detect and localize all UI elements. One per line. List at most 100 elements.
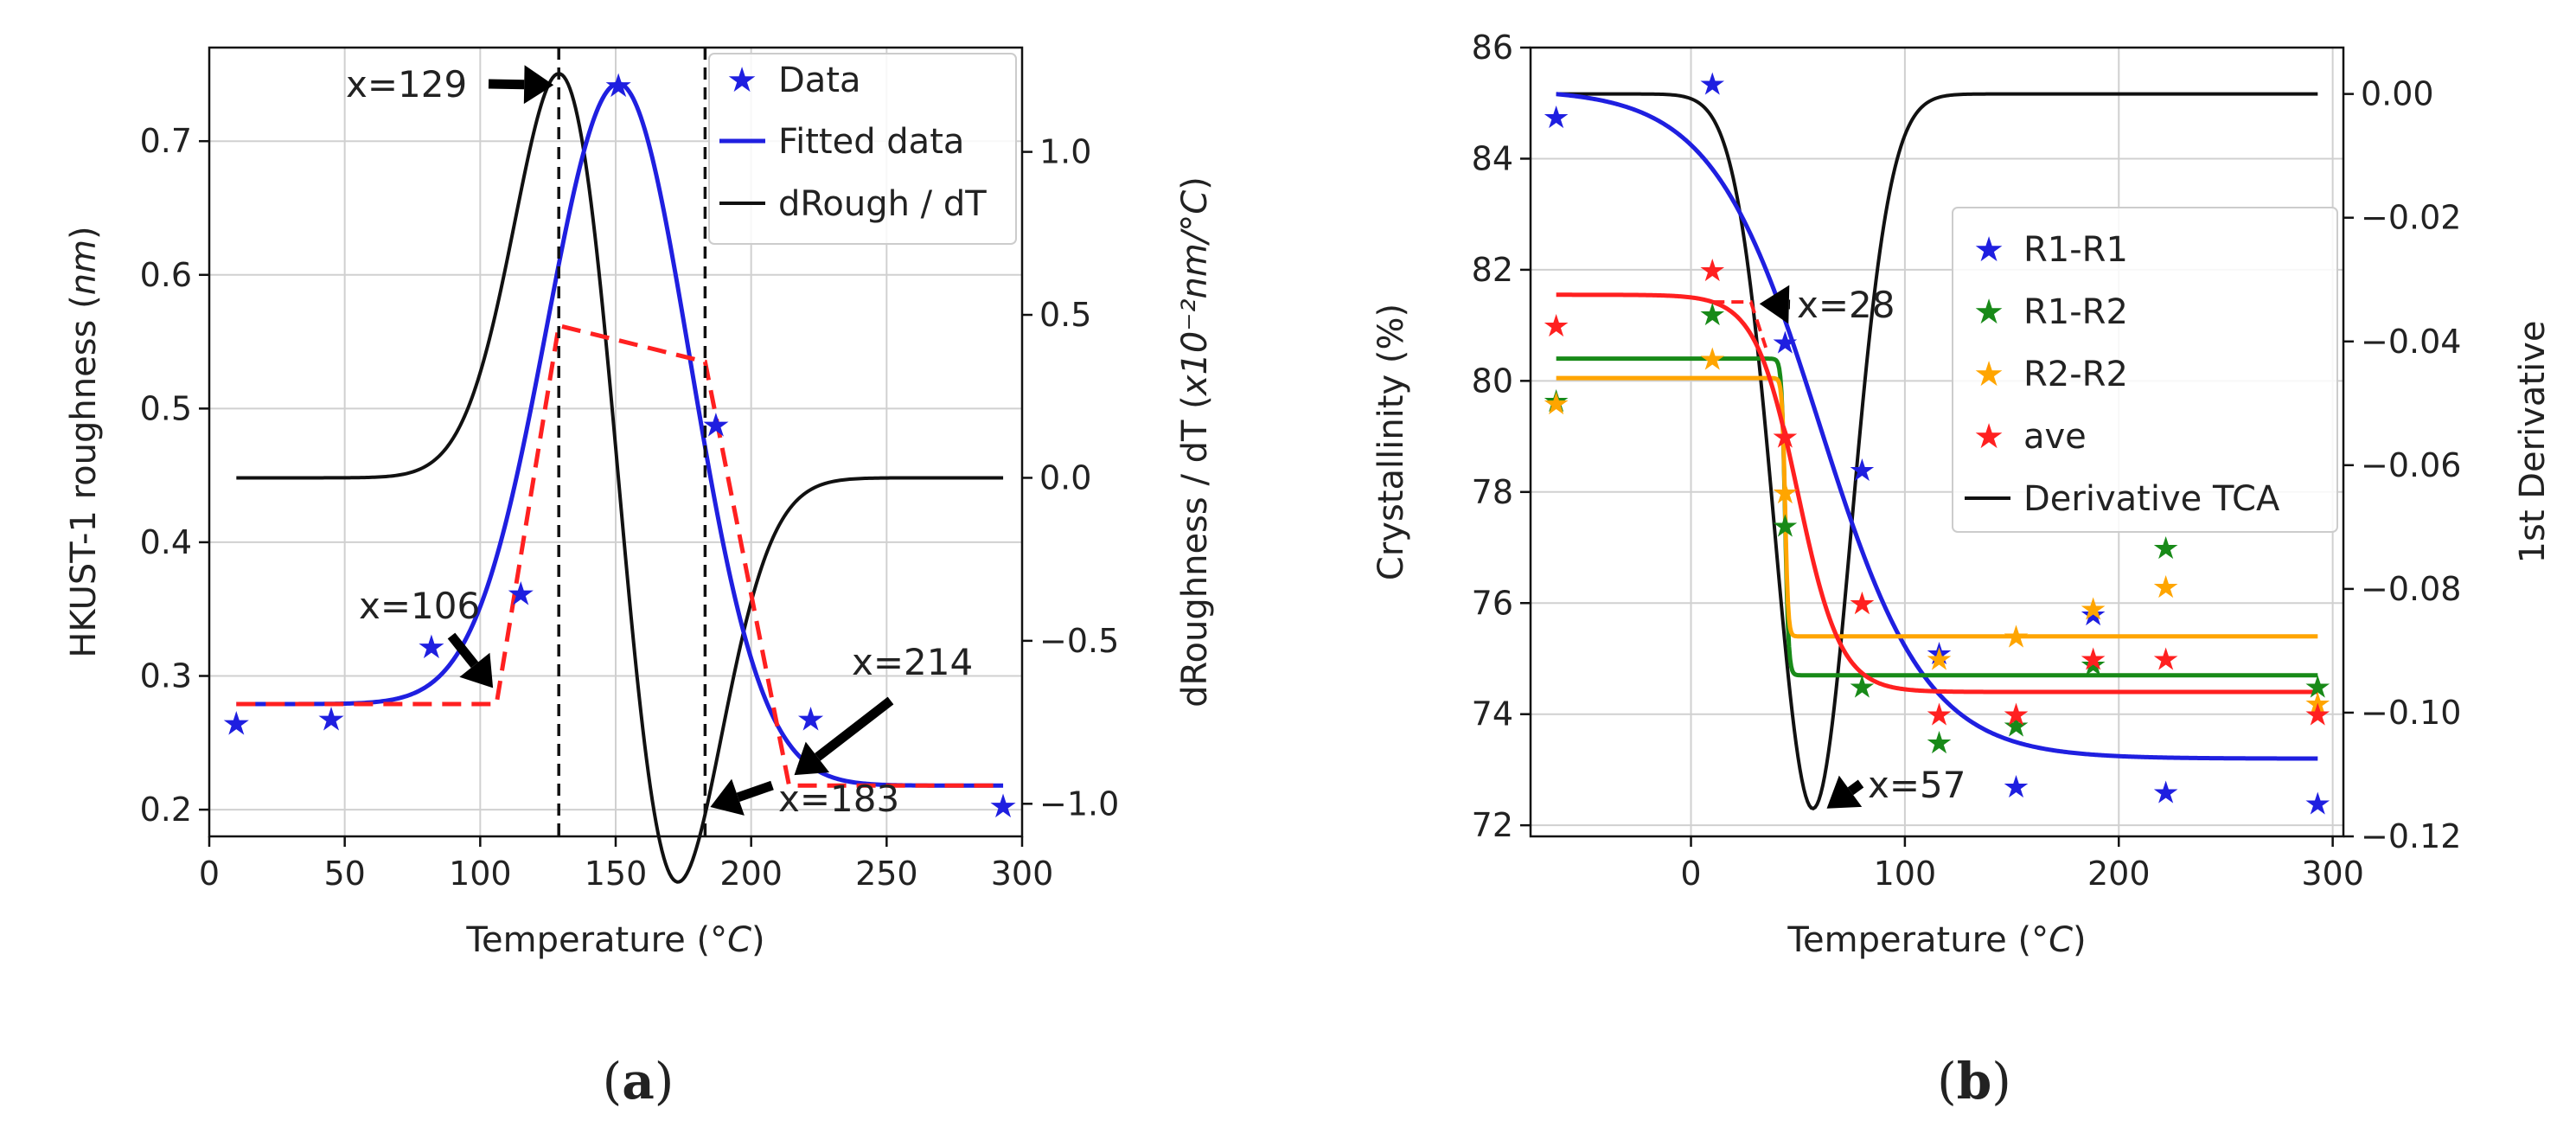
chart-b-y2-label: 1st Derivative [2513, 321, 2553, 564]
a-arrow-183 [710, 778, 774, 816]
b-point-r1-r1-3: ★ [1848, 453, 1876, 489]
a-annotation-183: x=183 [778, 778, 899, 820]
b-y-tick-label-3: 78 [1472, 473, 1513, 511]
chart-a-y2-label-text: dRoughness / dT [1175, 419, 1215, 708]
chart-b-legend-marker-r1r1: ★ [1973, 230, 2004, 270]
chart-b-points: ★★★★★★★★ ★★★★★★ ★★★★★★★★★★★★★★★★★★ ★★ ★★ [1543, 67, 2332, 823]
chart-a-y2-label: dRoughness / dT (x10⁻²nm/°C) [1175, 176, 1215, 708]
b-point-ave-1: ★ [1698, 253, 1726, 289]
b-x-tick-label-0: 0 [1680, 855, 1701, 893]
a-series-piecewise [236, 323, 1004, 788]
chart-b-legend-derivative: Derivative TCA [2023, 479, 2280, 519]
b-y-tick-label-2: 76 [1472, 584, 1513, 622]
chart-b-frame [1529, 46, 2345, 838]
b-point-ave-6: ★ [2079, 642, 2106, 677]
a-arrow-129-head [523, 65, 554, 105]
b-point-r1-r1-6: ★ [2079, 598, 2106, 633]
b-x-tick-label-3: 300 [2301, 855, 2364, 893]
b-point-r1-r2-3: ★ [1848, 670, 1876, 706]
chart-a-x-ticks: 0 50 100 150 200 250 300 [199, 836, 1053, 893]
a-data-point-3: ★ [506, 574, 535, 612]
b-arrow-57-shaft [1847, 779, 1864, 796]
a-arrow-106 [447, 632, 494, 688]
chart-a-legend-drough: dRough / dT [778, 184, 987, 224]
b-y-tick-label-7: 86 [1472, 29, 1513, 67]
chart-b-annotations: x=28 x=57 [1759, 284, 1966, 809]
b-point-r1-r1-0: ★ [1543, 100, 1570, 136]
a-y2-tick-label-1: −0.5 [1039, 622, 1119, 660]
chart-a-annotations: x=129 x=106 x=183 x=214 [346, 63, 973, 820]
a-annotation-129: x=129 [346, 63, 467, 106]
chart-b-legend-ave: ave [2023, 417, 2087, 457]
chart-a-legend-fitted: Fitted data [778, 122, 964, 162]
b-arrow-57-head [1826, 775, 1863, 809]
a-y-tick-label-3: 0.5 [140, 389, 192, 427]
chart-a-x-label: Temperature (°C) [465, 920, 764, 960]
chart-b-x-label-text: Temperature [1787, 920, 2006, 960]
b-y2-tick-label-2: −0.04 [2361, 323, 2461, 361]
chart-b-panel-letter: b [1957, 1052, 1992, 1111]
b-point-r2-r2-8: ★ [2304, 687, 2331, 722]
b-point-ave-5: ★ [2002, 698, 2029, 733]
b-point-ave-3: ★ [1848, 586, 1876, 622]
chart-b: ★★★★★★★★ ★★★★★★ ★★★★★★★★★★★★★★★★★★ ★★ ★★ 0 10… [1371, 29, 2553, 1111]
b-point-ave-7: ★ [2152, 642, 2180, 677]
chart-b-y-label: Crystallinity (%) [1371, 304, 1411, 580]
b-point-ave-2: ★ [1771, 420, 1799, 456]
b-ave-dashed-marker [1712, 300, 1768, 349]
a-arrow-129-shaft [488, 79, 525, 90]
b-fit-ave [1556, 292, 2318, 695]
b-point-r1-r2-7: ★ [2152, 531, 2180, 567]
a-arrow-214-shaft [815, 696, 894, 761]
chart-a-y2-ticks: −1.0 −0.5 0.0 0.5 1.0 [1022, 133, 1119, 823]
b-point-r1-r1-1: ★ [1698, 67, 1726, 103]
chart-b-x-label: Temperature (°C) [1787, 920, 2086, 960]
chart-b-y2-ticks: 0.00 −0.02 −0.04 −0.06 −0.08 −0.10 −0.12 [2343, 75, 2461, 855]
chart-a-legend-box [708, 53, 1017, 245]
chart-a-x-unit-o: ° [710, 920, 727, 960]
b-point-r1-r2-1: ★ [1698, 298, 1726, 333]
chart-b-y-ticks: 72 74 76 78 80 82 84 86 [1472, 29, 1531, 844]
b-point-r2-r2-1: ★ [1698, 343, 1726, 378]
b-point-r2-r2-6: ★ [2079, 592, 2106, 628]
b-annotation-57: x=57 [1868, 764, 1966, 806]
a-arrow-106-head [459, 652, 494, 688]
a-data-point-0: ★ [221, 704, 251, 742]
a-y2-tick-label-4: 1.0 [1039, 133, 1091, 171]
a-annotation-214: x=214 [852, 641, 973, 683]
chart-b-legend-r1r1: R1-R1 [2023, 230, 2128, 270]
b-y-tick-label-5: 82 [1472, 251, 1513, 289]
b-y2-tick-label-1: −0.02 [2361, 199, 2461, 237]
b-point-r1-r2-6: ★ [2079, 648, 2106, 683]
a-y2-tick-label-2: 0.0 [1039, 458, 1091, 496]
chart-a-points: ★ ★ ★ ★ ★ ★ ★ ★ [221, 67, 1018, 825]
b-point-r1-r2-5: ★ [2002, 709, 2029, 745]
b-point-r1-r1-4: ★ [1925, 637, 1953, 672]
chart-a-y2-unit: x10⁻²nm/°C [1175, 190, 1215, 398]
chart-a-legend-marker-data: ★ [726, 61, 757, 100]
a-x-tick-label-0: 0 [199, 855, 220, 893]
b-y-tick-label-6: 84 [1472, 139, 1513, 177]
chart-a-legend: ★ Data Fitted data dRough / dT [708, 53, 1017, 245]
b-y2-tick-label-6: −0.12 [2361, 817, 2461, 855]
b-point-r1-r1-2: ★ [1771, 325, 1799, 361]
a-arrow-183-head [710, 778, 745, 816]
chart-a-y-label: HKUST-1 roughness (nm) [64, 226, 104, 657]
chart-b-legend-box [1952, 207, 2338, 533]
b-y2-tick-label-4: −0.08 [2361, 570, 2461, 608]
chart-a-panel-label: (a) [603, 1052, 674, 1111]
b-point-ave-8: ★ [2304, 698, 2331, 733]
a-data-point-6: ★ [796, 701, 826, 739]
b-point-r1-r1-7: ★ [2152, 776, 2180, 811]
a-x-tick-label-3: 150 [585, 855, 648, 893]
b-y2-tick-label-3: −0.06 [2361, 446, 2461, 484]
b-arrow-28-head [1759, 285, 1790, 324]
chart-b-legend-marker-ave: ★ [1973, 417, 2004, 457]
a-x-tick-label-4: 200 [719, 855, 783, 893]
chart-a-x-unit-c: C [727, 920, 751, 960]
b-arrow-57 [1826, 775, 1864, 809]
b-point-r2-r2-2: ★ [1771, 476, 1799, 511]
a-data-point-4: ★ [604, 67, 633, 105]
a-x-tick-label-6: 300 [991, 855, 1054, 893]
